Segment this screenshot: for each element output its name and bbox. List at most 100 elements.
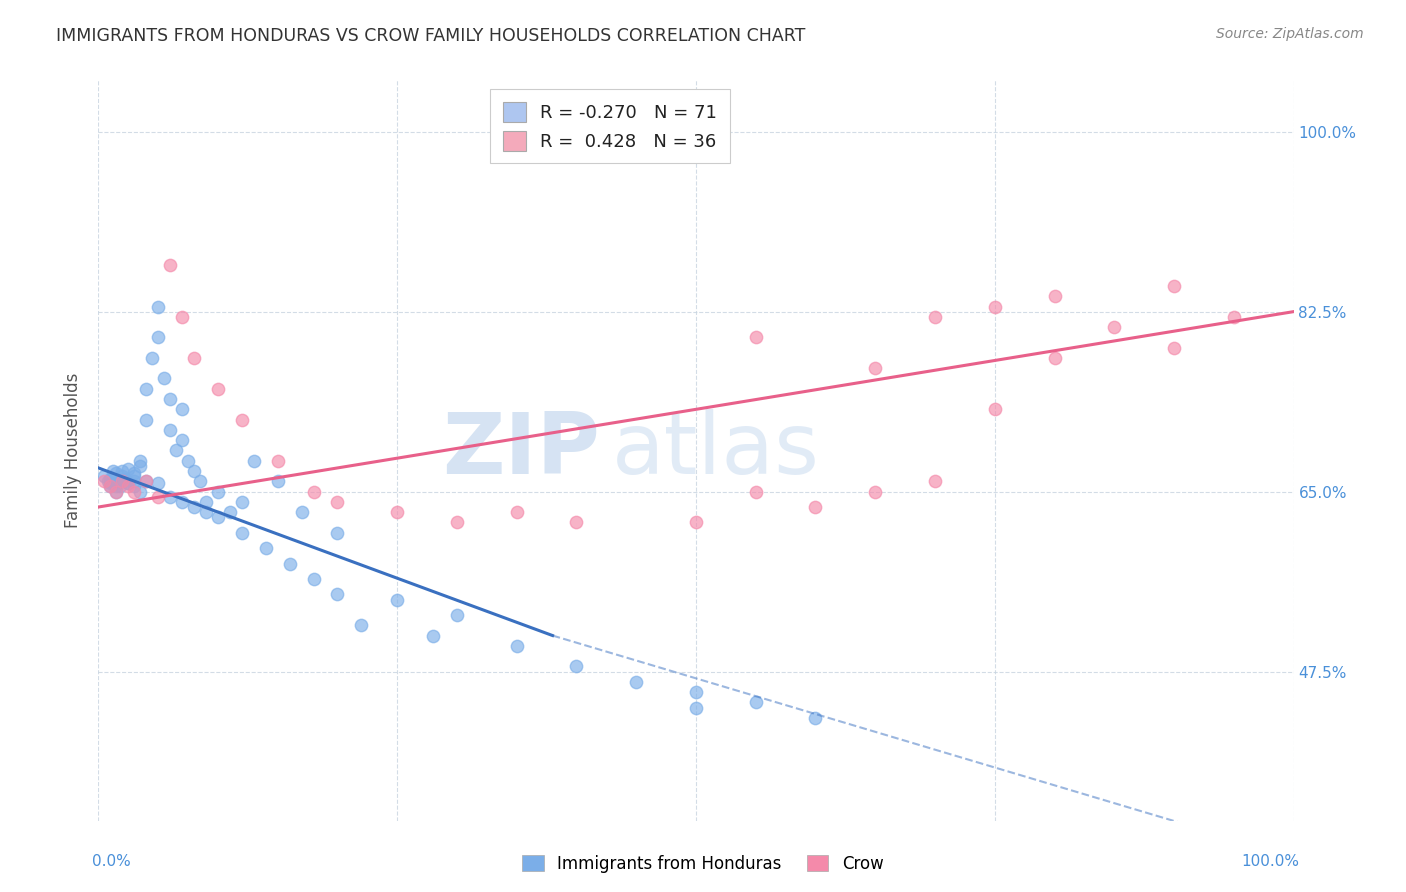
Point	[101, 464, 124, 478]
Point	[172, 495, 194, 509]
Point	[1163, 279, 1185, 293]
Point	[1043, 289, 1066, 303]
Point	[172, 402, 194, 417]
Point	[141, 351, 163, 365]
Point	[804, 500, 827, 514]
Point	[105, 466, 128, 480]
Point	[135, 412, 157, 426]
Point	[326, 525, 349, 540]
Point	[745, 484, 768, 499]
Point	[98, 479, 122, 493]
Point	[565, 659, 588, 673]
Point	[159, 392, 181, 406]
Text: atlas: atlas	[613, 409, 820, 492]
Point	[98, 472, 122, 486]
Point	[159, 259, 181, 273]
Point	[135, 475, 157, 489]
Point	[93, 469, 115, 483]
Point	[1163, 341, 1185, 355]
Text: Source: ZipAtlas.com: Source: ZipAtlas.com	[1216, 27, 1364, 41]
Point	[183, 351, 205, 365]
Point	[278, 557, 301, 571]
Text: 100.0%: 100.0%	[1241, 854, 1299, 869]
Point	[506, 505, 529, 519]
Point	[97, 475, 120, 489]
Point	[117, 476, 139, 491]
Point	[745, 695, 768, 709]
Point	[422, 628, 444, 642]
Point	[105, 479, 128, 493]
Point	[117, 479, 139, 493]
Point	[254, 541, 277, 556]
Point	[302, 572, 325, 586]
Point	[924, 475, 946, 489]
Point	[231, 412, 253, 426]
Point	[183, 500, 205, 514]
Point	[108, 475, 131, 489]
Point	[124, 479, 146, 493]
Point	[111, 475, 134, 489]
Point	[685, 516, 707, 530]
Legend: Immigrants from Honduras, Crow: Immigrants from Honduras, Crow	[516, 848, 890, 880]
Point	[183, 464, 205, 478]
Point	[172, 433, 194, 447]
Text: ZIP: ZIP	[443, 409, 600, 492]
Point	[129, 484, 152, 499]
Point	[446, 607, 468, 622]
Point	[105, 484, 128, 499]
Point	[865, 484, 887, 499]
Point	[129, 454, 152, 468]
Point	[219, 505, 242, 519]
Point	[385, 505, 409, 519]
Point	[685, 685, 707, 699]
Point	[188, 475, 211, 489]
Point	[243, 454, 266, 468]
Point	[172, 310, 194, 324]
Point	[111, 475, 134, 489]
Point	[865, 361, 887, 376]
Point	[207, 510, 229, 524]
Point	[1104, 320, 1126, 334]
Point	[984, 300, 1007, 314]
Text: 0.0%: 0.0%	[93, 854, 131, 869]
Point	[117, 462, 139, 476]
Point	[506, 639, 529, 653]
Point	[207, 484, 229, 499]
Point	[111, 464, 134, 478]
Point	[98, 476, 122, 491]
Point	[745, 330, 768, 344]
Point	[148, 490, 170, 504]
Point	[685, 700, 707, 714]
Point	[565, 516, 588, 530]
Point	[385, 592, 409, 607]
Point	[153, 371, 176, 385]
Point	[984, 402, 1007, 417]
Point	[804, 711, 827, 725]
Point	[159, 490, 181, 504]
Point	[924, 310, 946, 324]
Point	[350, 618, 373, 632]
Point	[124, 466, 146, 480]
Point	[267, 454, 290, 468]
Point	[98, 479, 122, 493]
Point	[124, 484, 146, 499]
Point	[326, 495, 349, 509]
Point	[291, 505, 314, 519]
Legend: R = -0.270   N = 71, R =  0.428   N = 36: R = -0.270 N = 71, R = 0.428 N = 36	[489, 89, 730, 163]
Point	[267, 475, 290, 489]
Point	[326, 587, 349, 601]
Point	[101, 476, 124, 491]
Point	[195, 495, 218, 509]
Point	[124, 469, 146, 483]
Point	[177, 454, 200, 468]
Y-axis label: Family Households: Family Households	[65, 373, 83, 528]
Point	[195, 505, 218, 519]
Point	[148, 330, 170, 344]
Point	[135, 382, 157, 396]
Point	[117, 476, 139, 491]
Point	[159, 423, 181, 437]
Point	[148, 300, 170, 314]
Point	[93, 475, 115, 489]
Point	[446, 516, 468, 530]
Point	[135, 475, 157, 489]
